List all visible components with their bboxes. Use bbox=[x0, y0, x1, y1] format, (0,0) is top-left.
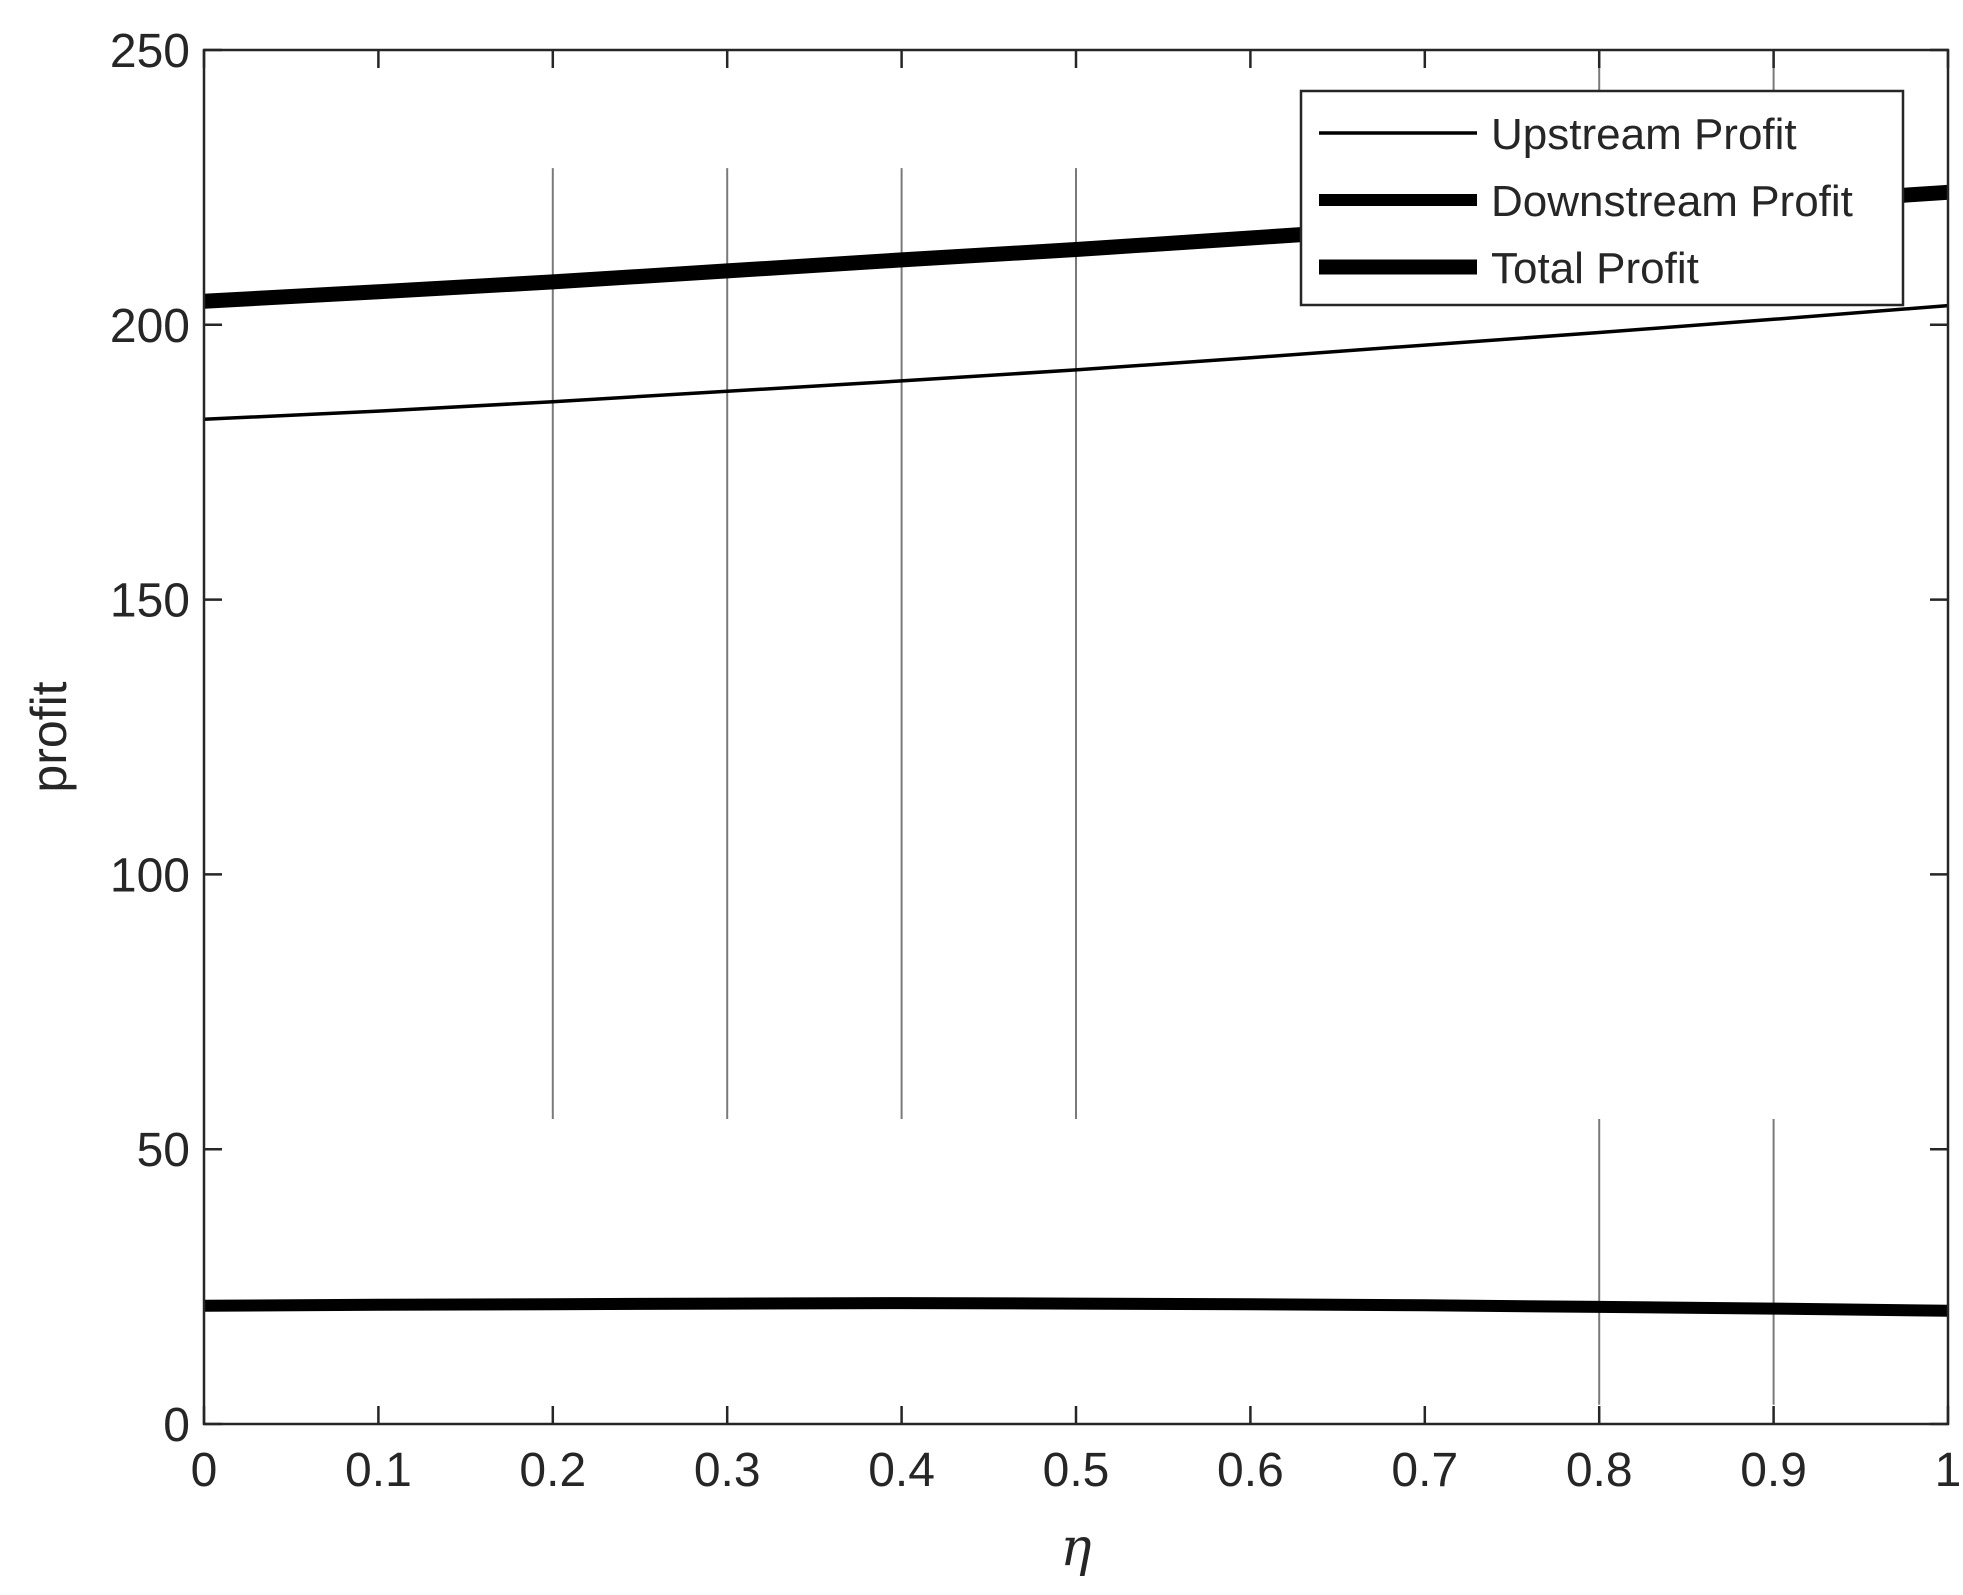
x-axis-ticks: 0 0.1 0.2 0.3 0.4 0.5 0.6 0.7 0.8 0.9 1 bbox=[191, 50, 1962, 1497]
x-tick-label: 0.6 bbox=[1217, 1444, 1284, 1497]
y-tick-label: 250 bbox=[110, 25, 190, 78]
y-tick-label: 150 bbox=[110, 575, 190, 628]
x-tick-label: 0.5 bbox=[1043, 1444, 1110, 1497]
x-tick-label: 0.7 bbox=[1391, 1444, 1458, 1497]
x-tick-label: 0.8 bbox=[1566, 1444, 1633, 1497]
y-tick-label: 100 bbox=[110, 849, 190, 902]
series-line-downstream-profit bbox=[203, 1297, 1949, 1317]
y-axis-ticks: 0 50 100 150 200 250 bbox=[110, 25, 1948, 1452]
legend: Upstream Profit Downstream Profit Total Pr… bbox=[1299, 89, 1905, 307]
x-tick-label: 0.3 bbox=[694, 1444, 761, 1497]
x-tick-label: 0.1 bbox=[345, 1444, 412, 1497]
y-tick-label: 0 bbox=[163, 1399, 190, 1452]
legend-label-total-profit: Total Profit bbox=[1491, 244, 1699, 293]
y-tick-label: 200 bbox=[110, 300, 190, 353]
y-tick-label: 50 bbox=[137, 1124, 190, 1177]
legend-label-downstream-profit: Downstream Profit bbox=[1491, 177, 1853, 226]
legend-label-upstream-profit: Upstream Profit bbox=[1491, 110, 1797, 159]
series-line-upstream-profit bbox=[203, 303, 1949, 422]
x-axis-label: η bbox=[1060, 1518, 1091, 1578]
x-tick-label: 0.9 bbox=[1740, 1444, 1807, 1497]
x-tick-label: 0.2 bbox=[519, 1444, 586, 1497]
vertical-markers bbox=[551, 50, 1775, 1405]
x-tick-label: 0.4 bbox=[868, 1444, 935, 1497]
y-axis-label: profit bbox=[21, 681, 77, 792]
x-tick-label: 0 bbox=[191, 1444, 218, 1497]
x-tick-label: 1 bbox=[1935, 1444, 1962, 1497]
